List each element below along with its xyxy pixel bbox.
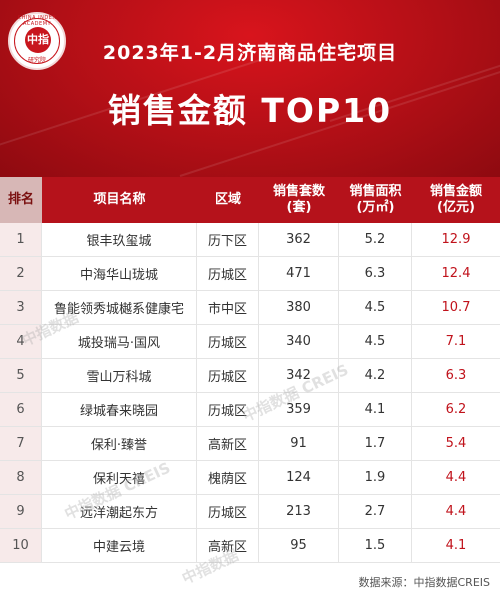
page-title: 2023年1-2月济南商品住宅项目 <box>102 42 398 64</box>
cell-units: 471 <box>259 257 339 290</box>
cell-units: 359 <box>259 393 339 426</box>
cell-district: 历城区 <box>197 495 259 528</box>
table-row: 1 银丰玖玺城 历下区 362 5.2 12.9 <box>0 223 500 257</box>
header-banner: CHINA INDEX ACADEMY 中指 研究院 2023年1-2月济南商品… <box>0 0 500 177</box>
logo-bottom-text: 研究院 <box>27 57 46 64</box>
table-row: 10 中建云境 高新区 95 1.5 4.1 <box>0 529 500 563</box>
cell-rank: 4 <box>0 325 42 358</box>
cell-rank: 6 <box>0 393 42 426</box>
table-row: 9 远洋潮起东方 历城区 213 2.7 4.4 <box>0 495 500 529</box>
cell-area: 6.3 <box>339 257 412 290</box>
table-header-row: 排名 项目名称 区域 销售套数 (套) 销售面积 (万㎡) 销售金额 (亿元) <box>0 177 500 223</box>
cell-area: 1.5 <box>339 529 412 562</box>
cell-district: 高新区 <box>197 427 259 460</box>
cell-rank: 2 <box>0 257 42 290</box>
cell-rank: 1 <box>0 223 42 256</box>
cell-project-name: 中建云境 <box>42 529 197 562</box>
cell-units: 213 <box>259 495 339 528</box>
cell-amount: 4.1 <box>445 538 467 553</box>
cell-district: 历城区 <box>197 325 259 358</box>
cell-units: 380 <box>259 291 339 324</box>
cell-units: 362 <box>259 223 339 256</box>
cell-amount: 4.4 <box>445 470 467 485</box>
cell-rank: 9 <box>0 495 42 528</box>
table-body: 1 银丰玖玺城 历下区 362 5.2 12.9 2 中海华山珑城 历城区 471 6.3 12.4 3… <box>0 223 500 563</box>
cell-rank: 5 <box>0 359 42 392</box>
cell-project-name: 城投瑞马·国风 <box>42 325 197 358</box>
cell-amount: 5.4 <box>445 436 467 451</box>
cell-amount: 4.4 <box>445 504 467 519</box>
column-header-rank: 排名 <box>0 177 42 223</box>
table-row: 7 保利·臻誉 高新区 91 1.7 5.4 <box>0 427 500 461</box>
cell-district: 历城区 <box>197 393 259 426</box>
cell-district: 历城区 <box>197 257 259 290</box>
cell-project-name: 银丰玖玺城 <box>42 223 197 256</box>
cell-project-name: 绿城春来晓园 <box>42 393 197 426</box>
ranking-table: 排名 项目名称 区域 销售套数 (套) 销售面积 (万㎡) 销售金额 (亿元) 1 银丰… <box>0 177 500 563</box>
cell-units: 91 <box>259 427 339 460</box>
logo-ring <box>14 18 60 64</box>
cell-area: 4.5 <box>339 291 412 324</box>
column-header-units: 销售套数 (套) <box>272 184 325 215</box>
cell-project-name: 保利天禧 <box>42 461 197 494</box>
china-index-academy-logo: CHINA INDEX ACADEMY 中指 研究院 <box>8 12 66 70</box>
column-header-project: 项目名称 <box>93 192 146 207</box>
cell-amount: 12.9 <box>441 232 471 247</box>
cell-amount: 6.3 <box>445 368 467 383</box>
cell-project-name: 雪山万科城 <box>42 359 197 392</box>
table-row: 2 中海华山珑城 历城区 471 6.3 12.4 <box>0 257 500 291</box>
cell-rank: 3 <box>0 291 42 324</box>
cell-area: 1.7 <box>339 427 412 460</box>
cell-project-name: 鲁能领秀城樾系健康宅 <box>42 291 197 324</box>
column-header-area: 销售面积 (万㎡) <box>349 184 402 215</box>
cell-district: 高新区 <box>197 529 259 562</box>
cell-district: 槐荫区 <box>197 461 259 494</box>
table-row: 5 雪山万科城 历城区 342 4.2 6.3 <box>0 359 500 393</box>
cell-rank: 8 <box>0 461 42 494</box>
cell-amount: 10.7 <box>441 300 471 315</box>
table-row: 6 绿城春来晓园 历城区 359 4.1 6.2 <box>0 393 500 427</box>
data-source-note: 数据来源：中指数据CREIS <box>358 576 491 589</box>
cell-amount: 6.2 <box>445 402 467 417</box>
cell-district: 市中区 <box>197 291 259 324</box>
page-subtitle: 销售金额 TOP10 <box>107 91 393 130</box>
logo-core-text: 中指 <box>25 27 51 53</box>
cell-units: 342 <box>259 359 339 392</box>
cell-units: 340 <box>259 325 339 358</box>
cell-area: 4.5 <box>339 325 412 358</box>
cell-units: 124 <box>259 461 339 494</box>
cell-amount: 7.1 <box>445 334 467 349</box>
cell-rank: 10 <box>0 529 42 562</box>
cell-project-name: 保利·臻誉 <box>42 427 197 460</box>
cell-district: 历城区 <box>197 359 259 392</box>
cell-district: 历下区 <box>197 223 259 256</box>
table-row: 3 鲁能领秀城樾系健康宅 市中区 380 4.5 10.7 <box>0 291 500 325</box>
table-row: 8 保利天禧 槐荫区 124 1.9 4.4 <box>0 461 500 495</box>
cell-amount: 12.4 <box>441 266 471 281</box>
cell-area: 4.1 <box>339 393 412 426</box>
cell-rank: 7 <box>0 427 42 460</box>
cell-project-name: 中海华山珑城 <box>42 257 197 290</box>
table-row: 4 城投瑞马·国风 历城区 340 4.5 7.1 <box>0 325 500 359</box>
cell-area: 2.7 <box>339 495 412 528</box>
cell-area: 5.2 <box>339 223 412 256</box>
column-header-district: 区域 <box>214 192 241 207</box>
cell-area: 4.2 <box>339 359 412 392</box>
cell-units: 95 <box>259 529 339 562</box>
cell-area: 1.9 <box>339 461 412 494</box>
cell-project-name: 远洋潮起东方 <box>42 495 197 528</box>
column-header-amount: 销售金额 (亿元) <box>429 184 482 215</box>
